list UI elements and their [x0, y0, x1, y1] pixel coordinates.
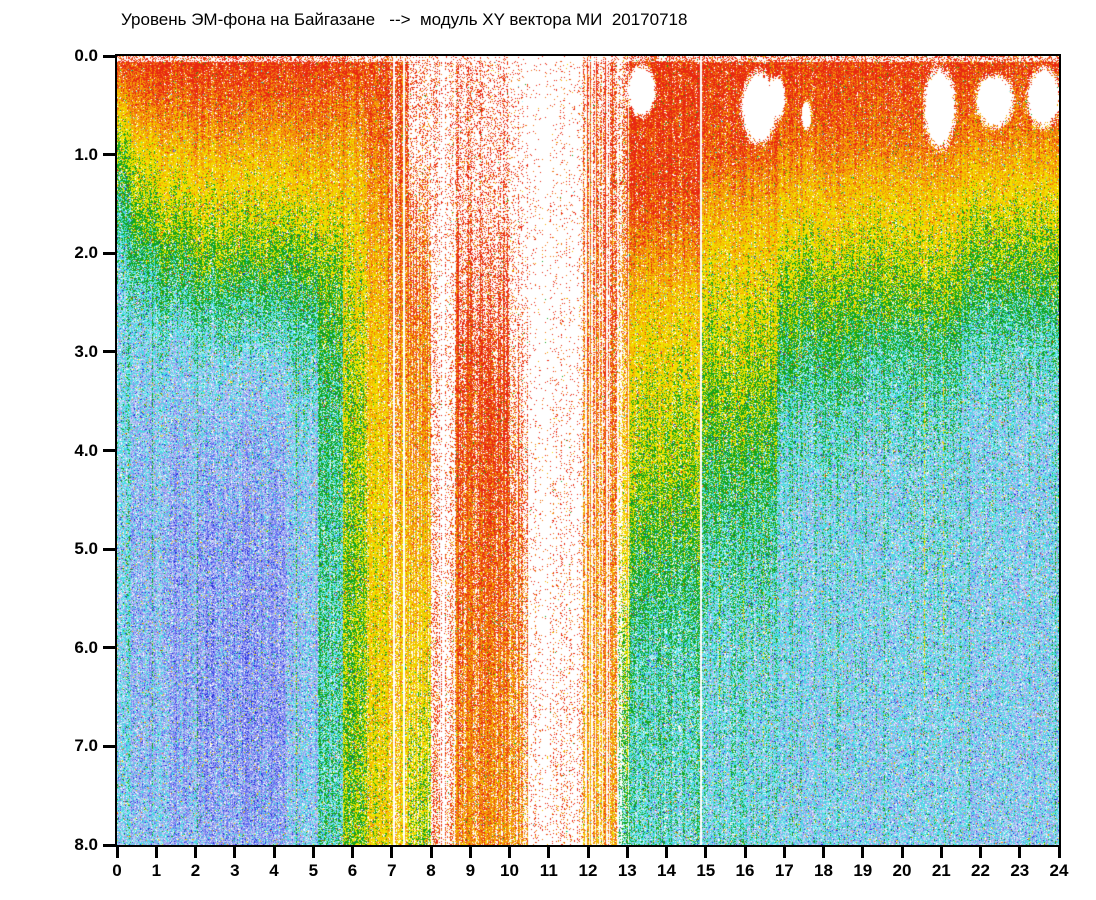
y-tick	[103, 744, 115, 748]
y-tick-label: 0.0	[74, 46, 98, 65]
x-tick-label: 8	[426, 861, 436, 880]
x-tick-label: 6	[347, 861, 358, 880]
x-tick	[704, 847, 708, 858]
x-tick	[429, 847, 433, 858]
x-tick	[311, 847, 315, 858]
x-tick-label: 2	[190, 861, 201, 880]
x-tick	[1018, 847, 1022, 858]
x-tick-label: 7	[387, 861, 397, 880]
x-tick-label: 13	[617, 861, 637, 880]
y-tick-label: 6.0	[74, 637, 98, 657]
x-tick-label: 21	[931, 861, 951, 880]
x-tick-label: 15	[696, 861, 716, 880]
x-tick-label: 10	[500, 861, 519, 880]
x-tick-label: 24	[1049, 861, 1069, 880]
y-tick	[103, 153, 115, 157]
x-tick	[351, 847, 354, 858]
x-tick-label: 16	[735, 861, 755, 880]
y-tick	[103, 251, 115, 255]
x-tick-label: 11	[539, 861, 558, 880]
y-tick	[103, 350, 115, 354]
y-tick-label: 7.0	[74, 736, 98, 756]
x-tick	[743, 847, 747, 858]
x-tick-label: 17	[774, 861, 794, 880]
x-tick-label: 19	[853, 861, 873, 880]
x-tick	[822, 847, 825, 858]
y-tick-label: 3.0	[74, 341, 98, 361]
y-tick	[103, 843, 115, 847]
x-tick-label: 3	[230, 861, 240, 880]
x-tick-label: 23	[1010, 861, 1030, 880]
x-tick	[272, 847, 276, 858]
x-tick	[468, 847, 472, 858]
x-tick-label: 18	[814, 861, 833, 880]
x-tick	[194, 847, 197, 858]
x-tick	[979, 847, 982, 858]
y-tick	[103, 54, 115, 58]
x-tick-label: 5	[308, 861, 319, 880]
y-tick	[103, 646, 115, 650]
x-tick	[115, 847, 119, 858]
x-tick	[233, 847, 237, 858]
x-tick-label: 20	[892, 861, 912, 880]
x-tick	[390, 847, 394, 858]
x-tick-label: 0	[112, 861, 122, 880]
x-tick	[547, 847, 551, 858]
x-tick	[586, 847, 590, 858]
x-tick	[1057, 847, 1061, 858]
x-tick-label: 12	[578, 861, 598, 880]
chart-title: Уровень ЭМ-фона на Байгазане --> модуль …	[121, 10, 688, 29]
y-tick-label: 2.0	[74, 243, 98, 263]
y-tick	[103, 449, 115, 452]
x-tick-label: 1	[151, 861, 162, 880]
y-tick-label: 5.0	[74, 539, 98, 559]
x-tick	[939, 847, 943, 858]
x-tick-label: 9	[465, 861, 476, 880]
x-tick-label: 22	[971, 861, 990, 880]
x-tick	[154, 847, 158, 858]
x-tick	[508, 847, 511, 858]
x-tick	[665, 847, 668, 858]
x-tick	[782, 847, 786, 858]
x-tick	[900, 847, 904, 858]
y-tick-label: 8.0	[74, 835, 98, 854]
spectrogram-canvas	[117, 56, 1059, 845]
x-tick	[861, 847, 865, 858]
x-tick	[625, 847, 629, 858]
y-tick-label: 1.0	[74, 144, 98, 164]
x-tick-label: 4	[269, 861, 279, 880]
y-tick-label: 4.0	[74, 440, 98, 460]
x-tick-label: 14	[657, 861, 676, 880]
y-tick	[103, 547, 115, 551]
